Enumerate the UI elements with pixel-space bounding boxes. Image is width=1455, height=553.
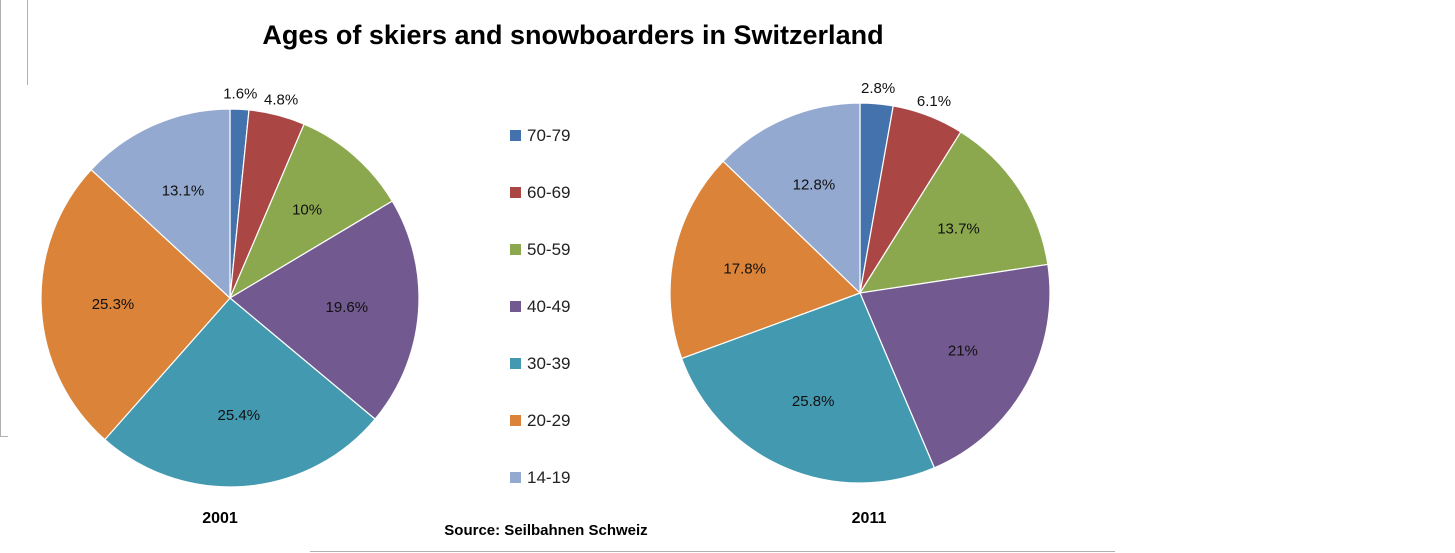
source-note: Source: Seilbahnen Schweiz: [444, 522, 647, 539]
pie-2011-slice-40-49: [859, 263, 1051, 469]
legend-label-20-29: 20-29: [527, 411, 570, 430]
legend-swatch-50-59: [510, 244, 521, 255]
pie-2011-label-40-49: 21%: [948, 342, 978, 359]
year-label-2001: 2001: [202, 510, 238, 527]
legend-swatch-14-19: [510, 472, 521, 483]
legend: 70-79 60-69 50-59 40-49 30-39 20-29 14-19: [510, 126, 570, 487]
pie-2011-label-20-29: 17.8%: [723, 261, 766, 278]
legend-label-30-39: 30-39: [527, 354, 570, 373]
pie-2011-slice-50-59: [858, 131, 1049, 294]
legend-swatch-40-49: [510, 301, 521, 312]
pie-2001-label-50-59: 10%: [292, 202, 322, 219]
legend-swatch-20-29: [510, 415, 521, 426]
pie-2001-slice-20-29: [40, 168, 231, 441]
legend-label-50-59: 50-59: [527, 240, 570, 259]
pie-2001-label-60-69: 4.8%: [264, 92, 298, 109]
legend-swatch-30-39: [510, 358, 521, 369]
legend-swatch-60-69: [510, 187, 521, 198]
pie-2001-label-70-79: 1.6%: [223, 85, 257, 102]
legend-swatch-70-79: [510, 130, 521, 141]
pie-2001-label-14-19: 13.1%: [162, 183, 205, 200]
pie-2001-label-20-29: 25.3%: [92, 296, 135, 313]
legend-label-70-79: 70-79: [527, 126, 570, 145]
pie-2011-slice-14-19: [722, 102, 861, 295]
pie-2011-label-50-59: 13.7%: [937, 220, 980, 237]
pie-2011-label-60-69: 6.1%: [917, 93, 951, 110]
pie-2011-label-14-19: 12.8%: [793, 177, 836, 194]
pie-2001-slice-40-49: [228, 200, 420, 420]
year-label-2011: 2011: [852, 510, 887, 527]
pie-2001-label-40-49: 19.6%: [326, 299, 369, 316]
pie-2011-label-70-79: 2.8%: [861, 80, 895, 97]
pie-2001-label-30-39: 25.4%: [218, 407, 261, 424]
pie-2011-slice-20-29: [669, 160, 862, 360]
pie-2001-slice-14-19: [90, 108, 231, 300]
legend-label-14-19: 14-19: [527, 468, 570, 487]
chart-title: Ages of skiers and snowboarders in Switz…: [262, 20, 883, 50]
pie-2011-label-30-39: 25.8%: [792, 393, 835, 410]
pie-2001-slice-30-39: [103, 297, 376, 488]
legend-label-40-49: 40-49: [527, 297, 570, 316]
pie-2001: 1.6% 4.8% 10% 19.6% 25.4% 25.3% 13.1%: [40, 85, 420, 488]
legend-label-60-69: 60-69: [527, 183, 570, 202]
pie-2001-slice-50-59: [228, 123, 394, 300]
pie-2011-slice-30-39: [680, 292, 936, 484]
pie-2011: 2.8% 6.1% 13.7% 21% 25.8% 17.8% 12.8%: [669, 80, 1051, 484]
